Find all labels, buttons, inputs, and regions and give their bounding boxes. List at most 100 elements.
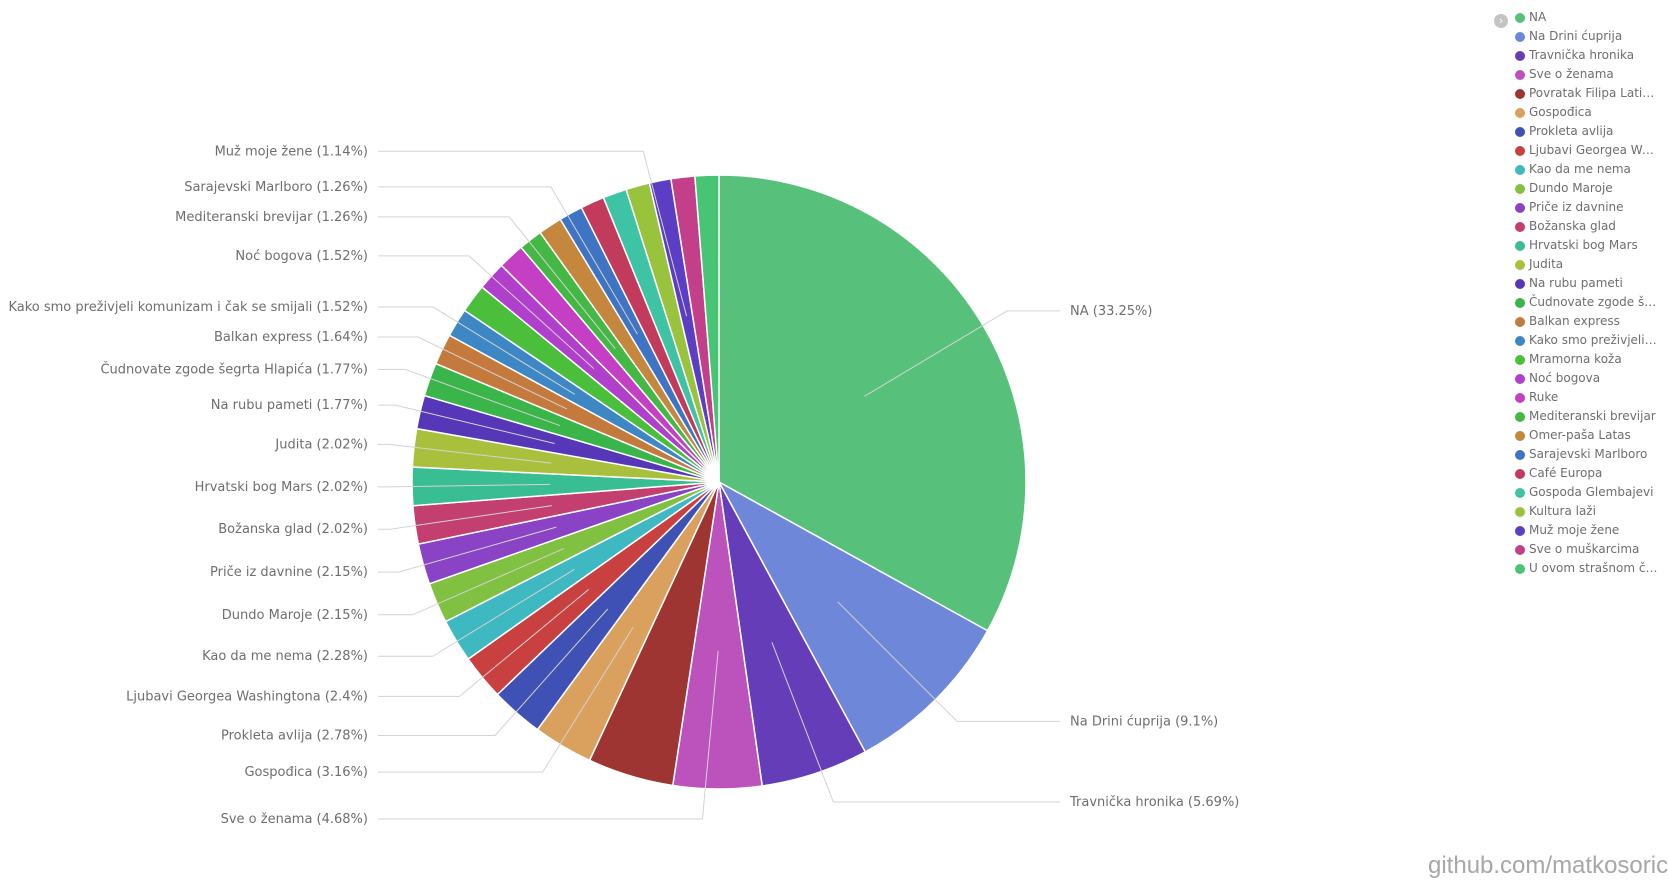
legend-item-omer-pasa-latas[interactable]: Omer-paša Latas xyxy=(1491,426,1659,445)
pie-slice-u-ovom-strasnom-casu[interactable] xyxy=(694,174,720,483)
leader-line xyxy=(837,601,1060,722)
legend-item-dundo-maroje[interactable]: Dundo Maroje xyxy=(1491,179,1659,198)
legend-label: Kao da me nema xyxy=(1529,162,1631,176)
legend-swatch xyxy=(1515,222,1525,232)
slice-label-sve-o-zenama: Sve o ženama (4.68%) xyxy=(221,812,368,827)
leader-line xyxy=(378,255,595,370)
legend-label: Omer-paša Latas xyxy=(1529,428,1631,442)
leader-line xyxy=(378,568,575,657)
legend-label: Na rubu pameti xyxy=(1529,276,1623,290)
legend-item-na-rubu-pameti[interactable]: Na rubu pameti xyxy=(1491,274,1659,293)
legend-item-muz-moje-zene[interactable]: Muž moje žene xyxy=(1491,521,1659,540)
legend-item-judita[interactable]: Judita xyxy=(1491,255,1659,274)
legend-swatch xyxy=(1515,127,1525,137)
leader-line xyxy=(378,216,616,350)
legend-label: Povratak Filipa Latino... xyxy=(1529,86,1659,100)
legend-toggle-icon[interactable]: › xyxy=(1494,14,1508,28)
legend-swatch xyxy=(1515,108,1525,118)
leader-line xyxy=(378,505,552,530)
slice-label-travnicka-hronika: Travnička hronika (5.69%) xyxy=(1069,795,1239,810)
slice-label-balkan-express: Balkan express (1.64%) xyxy=(214,330,368,345)
legend-label: Sve o ženama xyxy=(1529,67,1614,81)
slice-label-na-rubu-pameti: Na rubu pameti (1.77%) xyxy=(211,398,368,413)
slice-label-prokleta-avlija: Prokleta avlija (2.78%) xyxy=(221,728,368,743)
legend-swatch xyxy=(1515,241,1525,251)
slice-labels: NA (33.25%) Na Drini ćuprija (9.1%) Travni… xyxy=(8,144,1239,827)
legend-item-hrvatski-bog-mars[interactable]: Hrvatski bog Mars xyxy=(1491,236,1659,255)
leader-line xyxy=(378,548,565,616)
legend-label: Dundo Maroje xyxy=(1529,181,1613,195)
legend-swatch xyxy=(1515,70,1525,80)
legend-item-sve-o-zenama[interactable]: Sve o ženama xyxy=(1491,65,1659,84)
legend-item-cudnovate-zgode-segrta-hlapica[interactable]: Čudnovate zgode šeg... xyxy=(1491,293,1659,312)
legend-item-mediteranski-brevijar[interactable]: Mediteranski brevijar xyxy=(1491,407,1659,426)
legend-label: Kako smo preživjeli k... xyxy=(1529,333,1659,347)
legend-swatch xyxy=(1515,51,1525,61)
legend-item-kao-da-me-nema[interactable]: Kao da me nema xyxy=(1491,160,1659,179)
legend-swatch xyxy=(1515,13,1525,23)
legend-item-price-iz-davnine[interactable]: Priče iz davnine xyxy=(1491,198,1659,217)
legend-item-kako-smo-prezivjeli-komunizam-i-cak-se-smijali[interactable]: Kako smo preživjeli k... xyxy=(1491,331,1659,350)
slice-label-cudnovate-zgode-segrta-hlapica: Čudnovate zgode šegrta Hlapića (1.77%) xyxy=(100,361,368,377)
slice-label-ljubavi-georgea-washingtona: Ljubavi Georgea Washingtona (2.4%) xyxy=(126,689,368,704)
legend-swatch xyxy=(1515,336,1525,346)
slice-label-kako-smo-prezivjeli-komunizam-i-cak-se-smijali: Kako smo preživjeli komunizam i čak se s… xyxy=(8,300,368,315)
slice-label-noc-bogova: Noć bogova (1.52%) xyxy=(235,249,368,264)
legend-swatch xyxy=(1515,393,1525,403)
legend-label: Muž moje žene xyxy=(1529,523,1620,537)
legend-swatch xyxy=(1515,450,1525,460)
leader-line xyxy=(378,483,551,488)
legend-item-sve-o-muskarcima[interactable]: Sve o muškarcima xyxy=(1491,540,1659,559)
leader-line xyxy=(378,368,561,427)
legend-swatch xyxy=(1515,488,1525,498)
legend-swatch xyxy=(1515,545,1525,555)
legend-item-sarajevski-marlboro[interactable]: Sarajevski Marlboro xyxy=(1491,445,1659,464)
slice-label-na-drini-cuprija: Na Drini ćuprija (9.1%) xyxy=(1070,714,1218,729)
slice-label-dundo-maroje: Dundo Maroje (2.15%) xyxy=(222,608,368,623)
legend-label: Kultura laži xyxy=(1529,504,1596,518)
legend-item-na-drini-cuprija[interactable]: Na Drini ćuprija xyxy=(1491,27,1659,46)
leader-line xyxy=(378,150,688,317)
legend-item-povratak-filipa-latinovicza[interactable]: Povratak Filipa Latino... xyxy=(1491,84,1659,103)
legend-swatch xyxy=(1515,374,1525,384)
leader-line xyxy=(378,336,567,410)
legend-label: Priče iz davnine xyxy=(1529,200,1624,214)
pie-slice-na[interactable] xyxy=(718,174,1027,632)
legend-swatch xyxy=(1515,32,1525,42)
slice-label-na: NA (33.25%) xyxy=(1070,304,1152,319)
leader-line xyxy=(378,627,634,773)
legend-item-noc-bogova[interactable]: Noć bogova xyxy=(1491,369,1659,388)
legend-item-na[interactable]: NA xyxy=(1491,8,1659,27)
slice-label-sarajevski-marlboro: Sarajevski Marlboro (1.26%) xyxy=(184,180,368,195)
leader-line xyxy=(378,306,575,395)
legend-label: Ljubavi Georgea Was... xyxy=(1529,143,1659,157)
legend-item-u-ovom-strasnom-casu[interactable]: U ovom strašnom času xyxy=(1491,559,1659,578)
legend-item-cafe-europa[interactable]: Café Europa xyxy=(1491,464,1659,483)
legend-swatch xyxy=(1515,412,1525,422)
leader-line xyxy=(378,608,609,736)
legend-item-ruke[interactable]: Ruke xyxy=(1491,388,1659,407)
legend-label: Travnička hronika xyxy=(1529,48,1635,62)
legend-swatch xyxy=(1515,564,1525,574)
legend-item-prokleta-avlija[interactable]: Prokleta avlija xyxy=(1491,122,1659,141)
legend-item-kultura-lazi[interactable]: Kultura laži xyxy=(1491,502,1659,521)
legend-swatch xyxy=(1515,317,1525,327)
legend-item-travnicka-hronika[interactable]: Travnička hronika xyxy=(1491,46,1659,65)
leader-line xyxy=(378,526,557,573)
legend-item-ljubavi-georgea-washingtona[interactable]: Ljubavi Georgea Was... xyxy=(1491,141,1659,160)
slice-label-price-iz-davnine: Priče iz davnine (2.15%) xyxy=(210,565,368,580)
leader-line xyxy=(378,650,719,820)
legend-item-gospo-ica[interactable]: Gospođica xyxy=(1491,103,1659,122)
legend-item-gospoda-glembajevi[interactable]: Gospoda Glembajevi xyxy=(1491,483,1659,502)
legend-label: Sve o muškarcima xyxy=(1529,542,1640,556)
legend-item-bozanska-glad[interactable]: Božanska glad xyxy=(1491,217,1659,236)
slice-label-mediteranski-brevijar: Mediteranski brevijar (1.26%) xyxy=(175,210,368,225)
legend-label: Gospođica xyxy=(1529,105,1592,119)
legend-item-mramorna-koza[interactable]: Mramorna koža xyxy=(1491,350,1659,369)
legend-swatch xyxy=(1515,355,1525,365)
pie-slices xyxy=(411,174,1027,790)
legend-item-balkan-express[interactable]: Balkan express xyxy=(1491,312,1659,331)
leader-line xyxy=(378,589,590,697)
leader-line xyxy=(771,642,1060,803)
